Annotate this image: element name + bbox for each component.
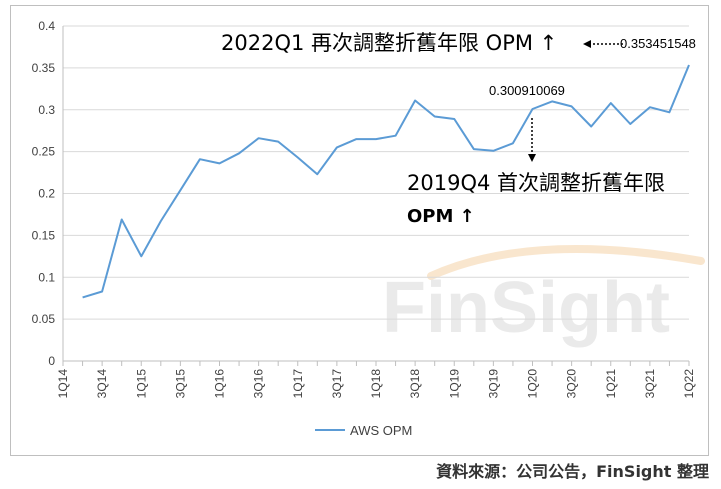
legend-label: AWS OPM — [350, 423, 412, 438]
annotation-2019q4-value: 0.300910069 — [489, 83, 565, 98]
gridlines — [63, 25, 689, 362]
y-tick-label: 0.35 — [32, 61, 56, 75]
x-tick-label: 1Q21 — [604, 369, 618, 399]
y-tick-label: 0.3 — [38, 103, 55, 117]
chart-frame: FinSight 0 0.05 0.1 0.15 0.2 0.25 0.3 0.35 0.4 1… — [10, 5, 709, 456]
x-tick-label: 1Q16 — [213, 369, 227, 399]
x-tick-label: 1Q18 — [369, 369, 383, 399]
annotation-2022q1-arrowhead — [583, 40, 591, 48]
annotation-2022q1-value: 0.353451548 — [620, 36, 696, 51]
x-tick-label: 1Q17 — [291, 369, 305, 399]
y-tick-label: 0.2 — [38, 187, 55, 201]
y-axis: 0 0.05 0.1 0.15 0.2 0.25 0.3 0.35 0.4 — [32, 19, 64, 368]
x-tick-label: 3Q21 — [643, 369, 657, 399]
series-layer — [82, 64, 690, 299]
x-tick-label: 3Q17 — [330, 369, 344, 399]
x-tick-label: 3Q19 — [486, 369, 500, 399]
x-tick-label: 3Q15 — [173, 369, 187, 399]
watermark-logo: FinSight — [382, 268, 670, 348]
watermark-arc — [427, 245, 705, 280]
y-tick-label: 0.15 — [32, 228, 56, 242]
x-tick-label: 1Q19 — [447, 369, 461, 399]
annotation-2019q4-title-line1: 2019Q4 首次調整折舊年限 — [407, 171, 665, 195]
x-tick-label: 3Q18 — [408, 369, 422, 399]
series-line-aws-opm — [82, 64, 690, 299]
x-tick-label: 3Q14 — [95, 369, 109, 399]
source-note: 資料來源：公司公告，FinSight 整理 — [436, 462, 709, 481]
x-tick-label: 3Q16 — [252, 369, 266, 399]
x-tick-label: 3Q20 — [565, 369, 579, 399]
x-tick-label: 1Q22 — [682, 369, 696, 399]
x-axis: 1Q14 3Q14 1Q15 3Q15 1Q16 3Q16 1Q17 3Q17 1Q18 3Q18… — [56, 361, 696, 398]
y-tick-label: 0.05 — [32, 312, 56, 326]
annotation-2019q4-arrowhead — [528, 154, 536, 162]
chart-area: FinSight 0 0.05 0.1 0.15 0.2 0.25 0.3 0.35 0.4 1… — [32, 19, 705, 438]
annotation-2019q4-title-line2: OPM ↑ — [407, 206, 475, 227]
x-tick-label: 1Q14 — [56, 369, 70, 399]
x-tick-label: 1Q20 — [526, 369, 540, 399]
y-tick-label: 0.25 — [32, 145, 56, 159]
annotation-2022q1-title: 2022Q1 再次調整折舊年限 OPM ↑ — [221, 31, 557, 55]
y-tick-label: 0.1 — [38, 270, 55, 284]
y-tick-label: 0 — [48, 354, 55, 368]
y-tick-label: 0.4 — [38, 19, 55, 33]
x-tick-label: 1Q15 — [134, 369, 148, 399]
